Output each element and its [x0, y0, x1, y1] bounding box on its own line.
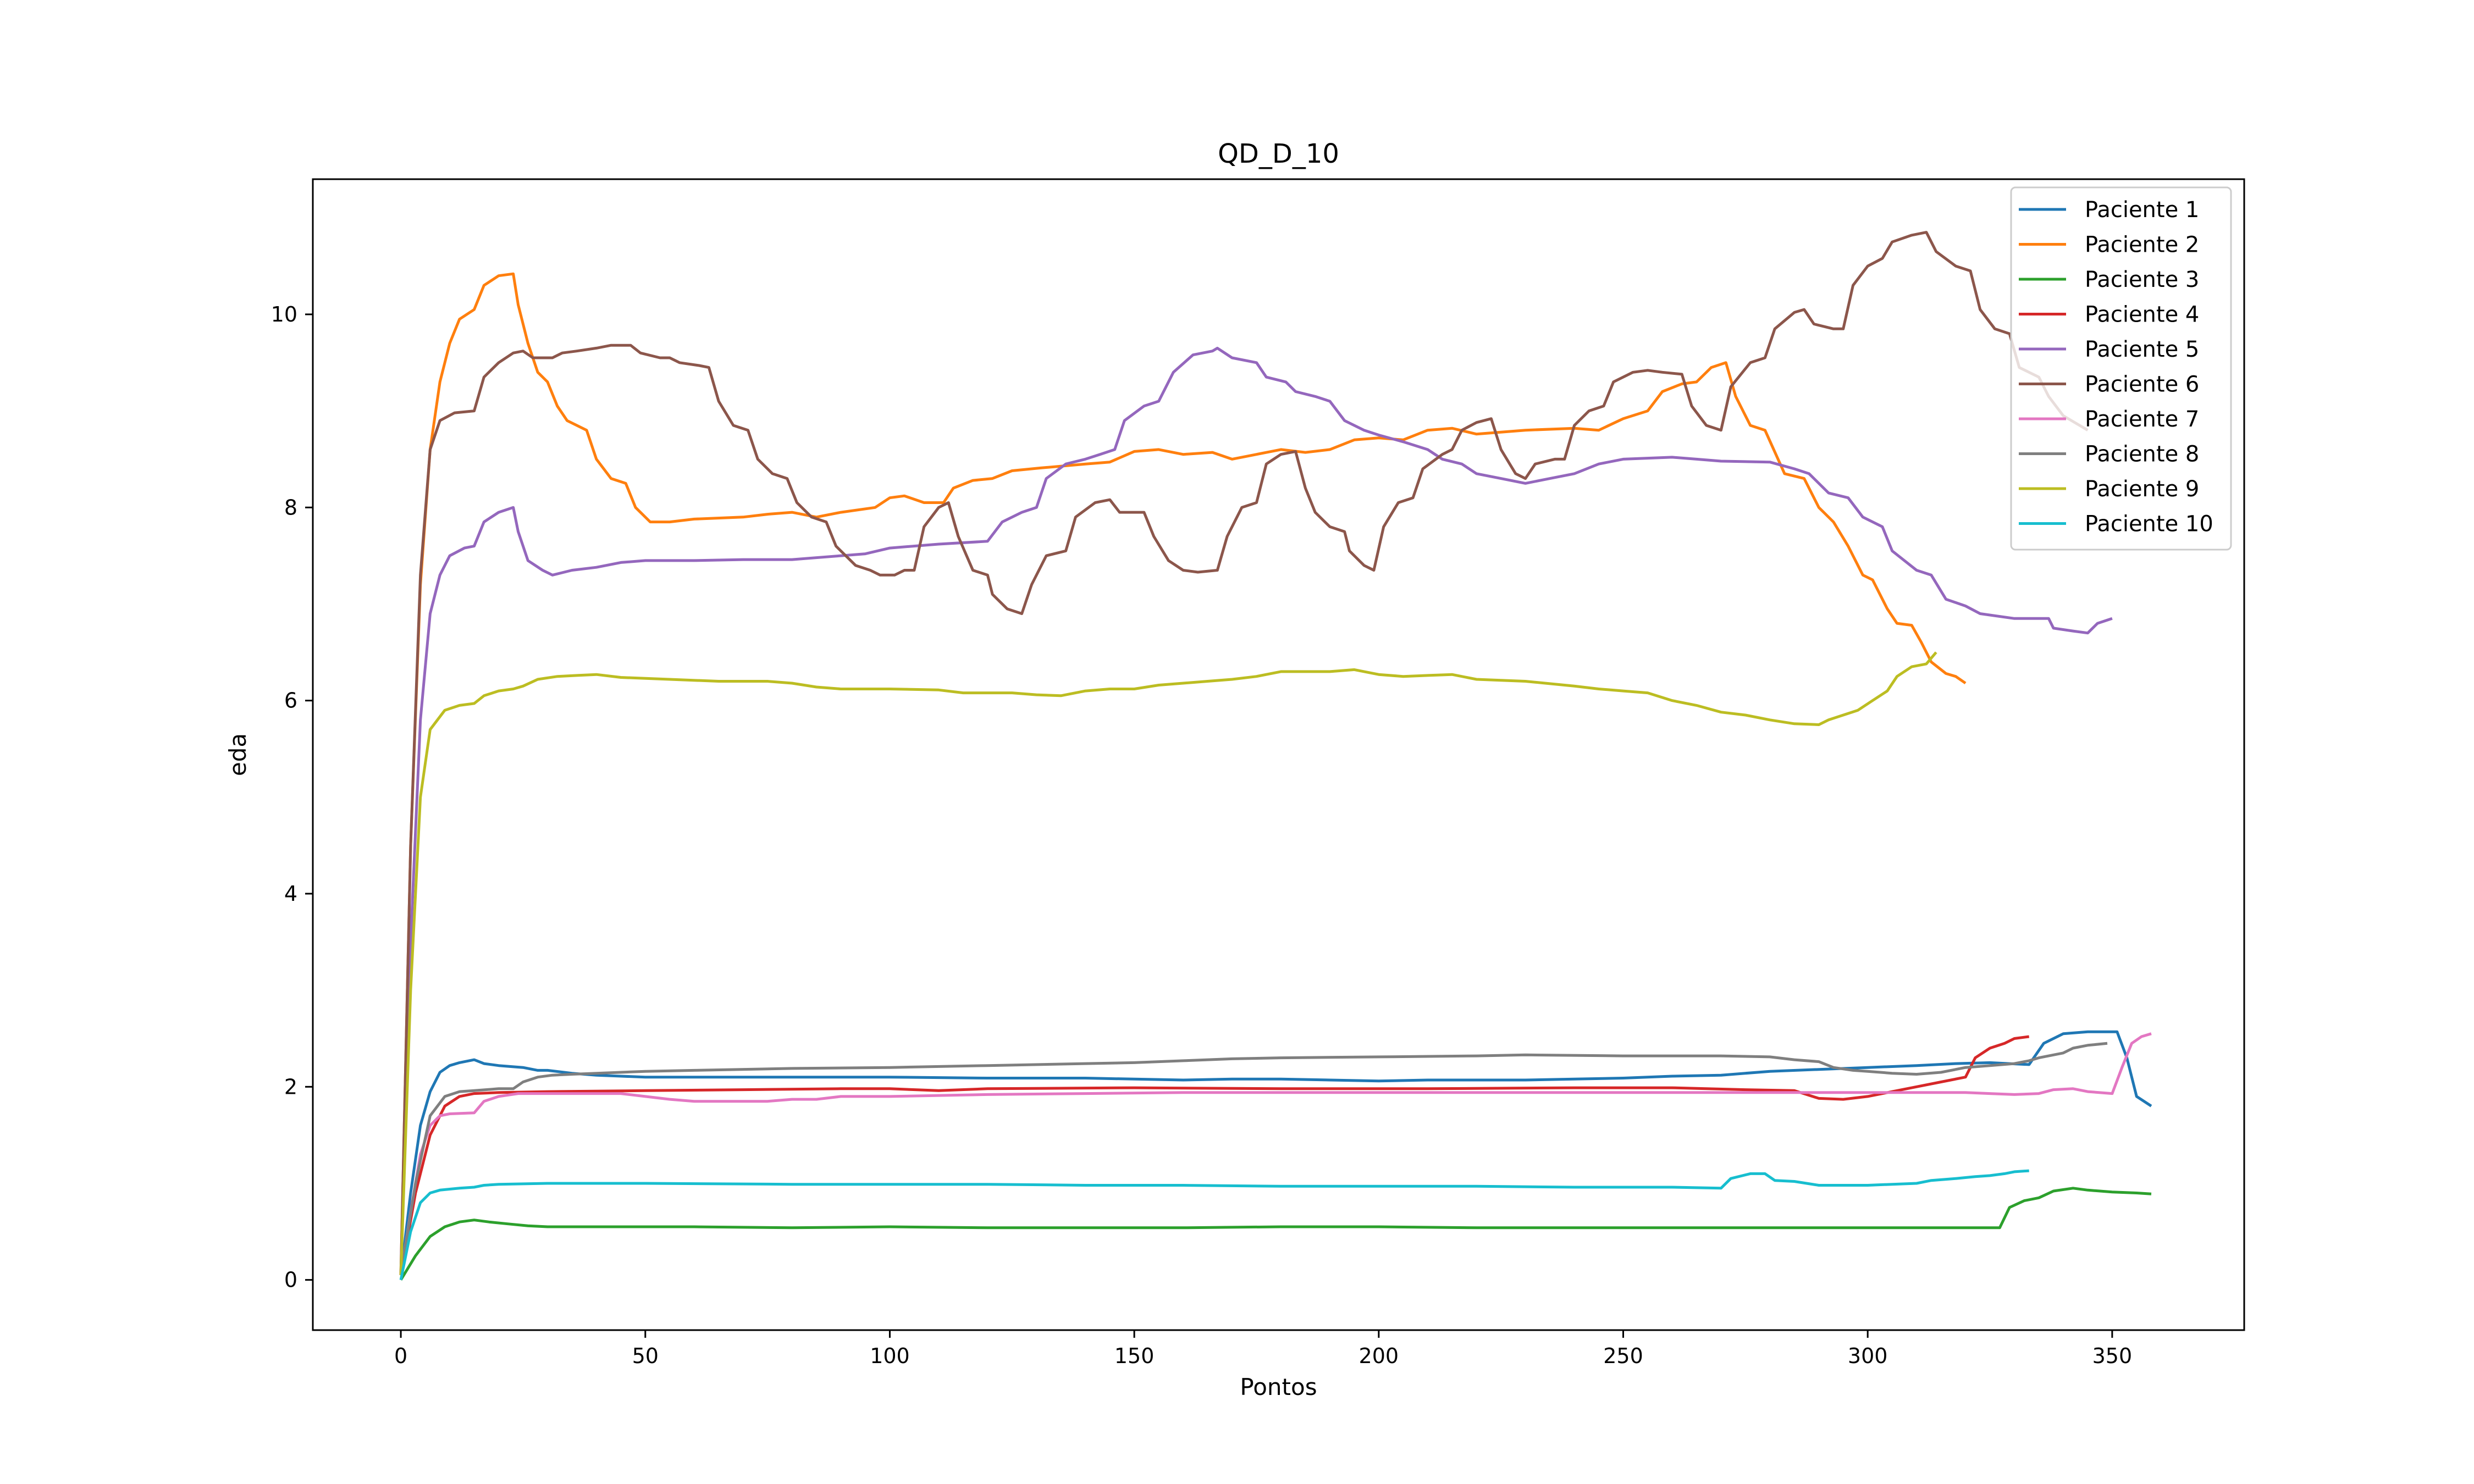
legend-label: Paciente 5	[2085, 337, 2199, 362]
legend-label: Paciente 10	[2085, 512, 2213, 537]
x-tick-label: 100	[870, 1344, 910, 1368]
series-line-paciente-8	[399, 1042, 2108, 1276]
legend-label: Paciente 7	[2085, 407, 2199, 432]
series-line-paciente-3	[399, 1187, 2152, 1281]
x-tick-label: 250	[1603, 1344, 1643, 1368]
series-line-paciente-7	[399, 1032, 2152, 1276]
x-tick-label: 200	[1359, 1344, 1399, 1368]
legend-label: Paciente 1	[2085, 197, 2199, 223]
series-line-paciente-2	[399, 272, 1967, 1275]
y-tick-label: 2	[284, 1075, 297, 1099]
legend-label: Paciente 2	[2085, 232, 2199, 258]
x-tick-label: 300	[1848, 1344, 1888, 1368]
y-tick-label: 0	[284, 1268, 297, 1292]
x-tick-label: 150	[1114, 1344, 1155, 1368]
series-line-paciente-5	[399, 346, 2113, 1275]
y-tick-label: 6	[284, 689, 297, 713]
legend-label: Paciente 6	[2085, 372, 2199, 397]
series-line-paciente-1	[399, 1030, 2152, 1276]
y-tick-label: 8	[284, 495, 297, 519]
y-axis: 0 2 4 6 8 10	[271, 302, 313, 1292]
legend-label: Paciente 8	[2085, 442, 2199, 467]
x-tick-label: 350	[2092, 1344, 2133, 1368]
y-axis-label: eda	[224, 733, 251, 776]
y-tick-label: 4	[284, 882, 297, 906]
series-layer	[399, 231, 2152, 1281]
plot-area-frame	[312, 178, 2245, 1331]
series-line-paciente-9	[399, 651, 1937, 1275]
legend-label: Paciente 3	[2085, 267, 2199, 292]
legend: Paciente 1 Paciente 2 Paciente 3 Paciente 4…	[2010, 186, 2232, 551]
y-tick-label: 10	[271, 302, 297, 326]
chart-title: QD_D_10	[1218, 139, 1339, 169]
x-tick-label: 0	[394, 1344, 407, 1368]
legend-label: Paciente 9	[2085, 477, 2199, 502]
legend-label: Paciente 4	[2085, 302, 2199, 328]
x-axis: 0 50 100 150 200 250 300 350	[394, 1330, 2132, 1368]
x-axis-label: Pontos	[1240, 1374, 1317, 1400]
series-line-paciente-10	[399, 1169, 2029, 1281]
x-tick-label: 50	[632, 1344, 659, 1368]
series-line-paciente-4	[399, 1035, 2030, 1276]
series-line-paciente-6	[399, 231, 2089, 1275]
